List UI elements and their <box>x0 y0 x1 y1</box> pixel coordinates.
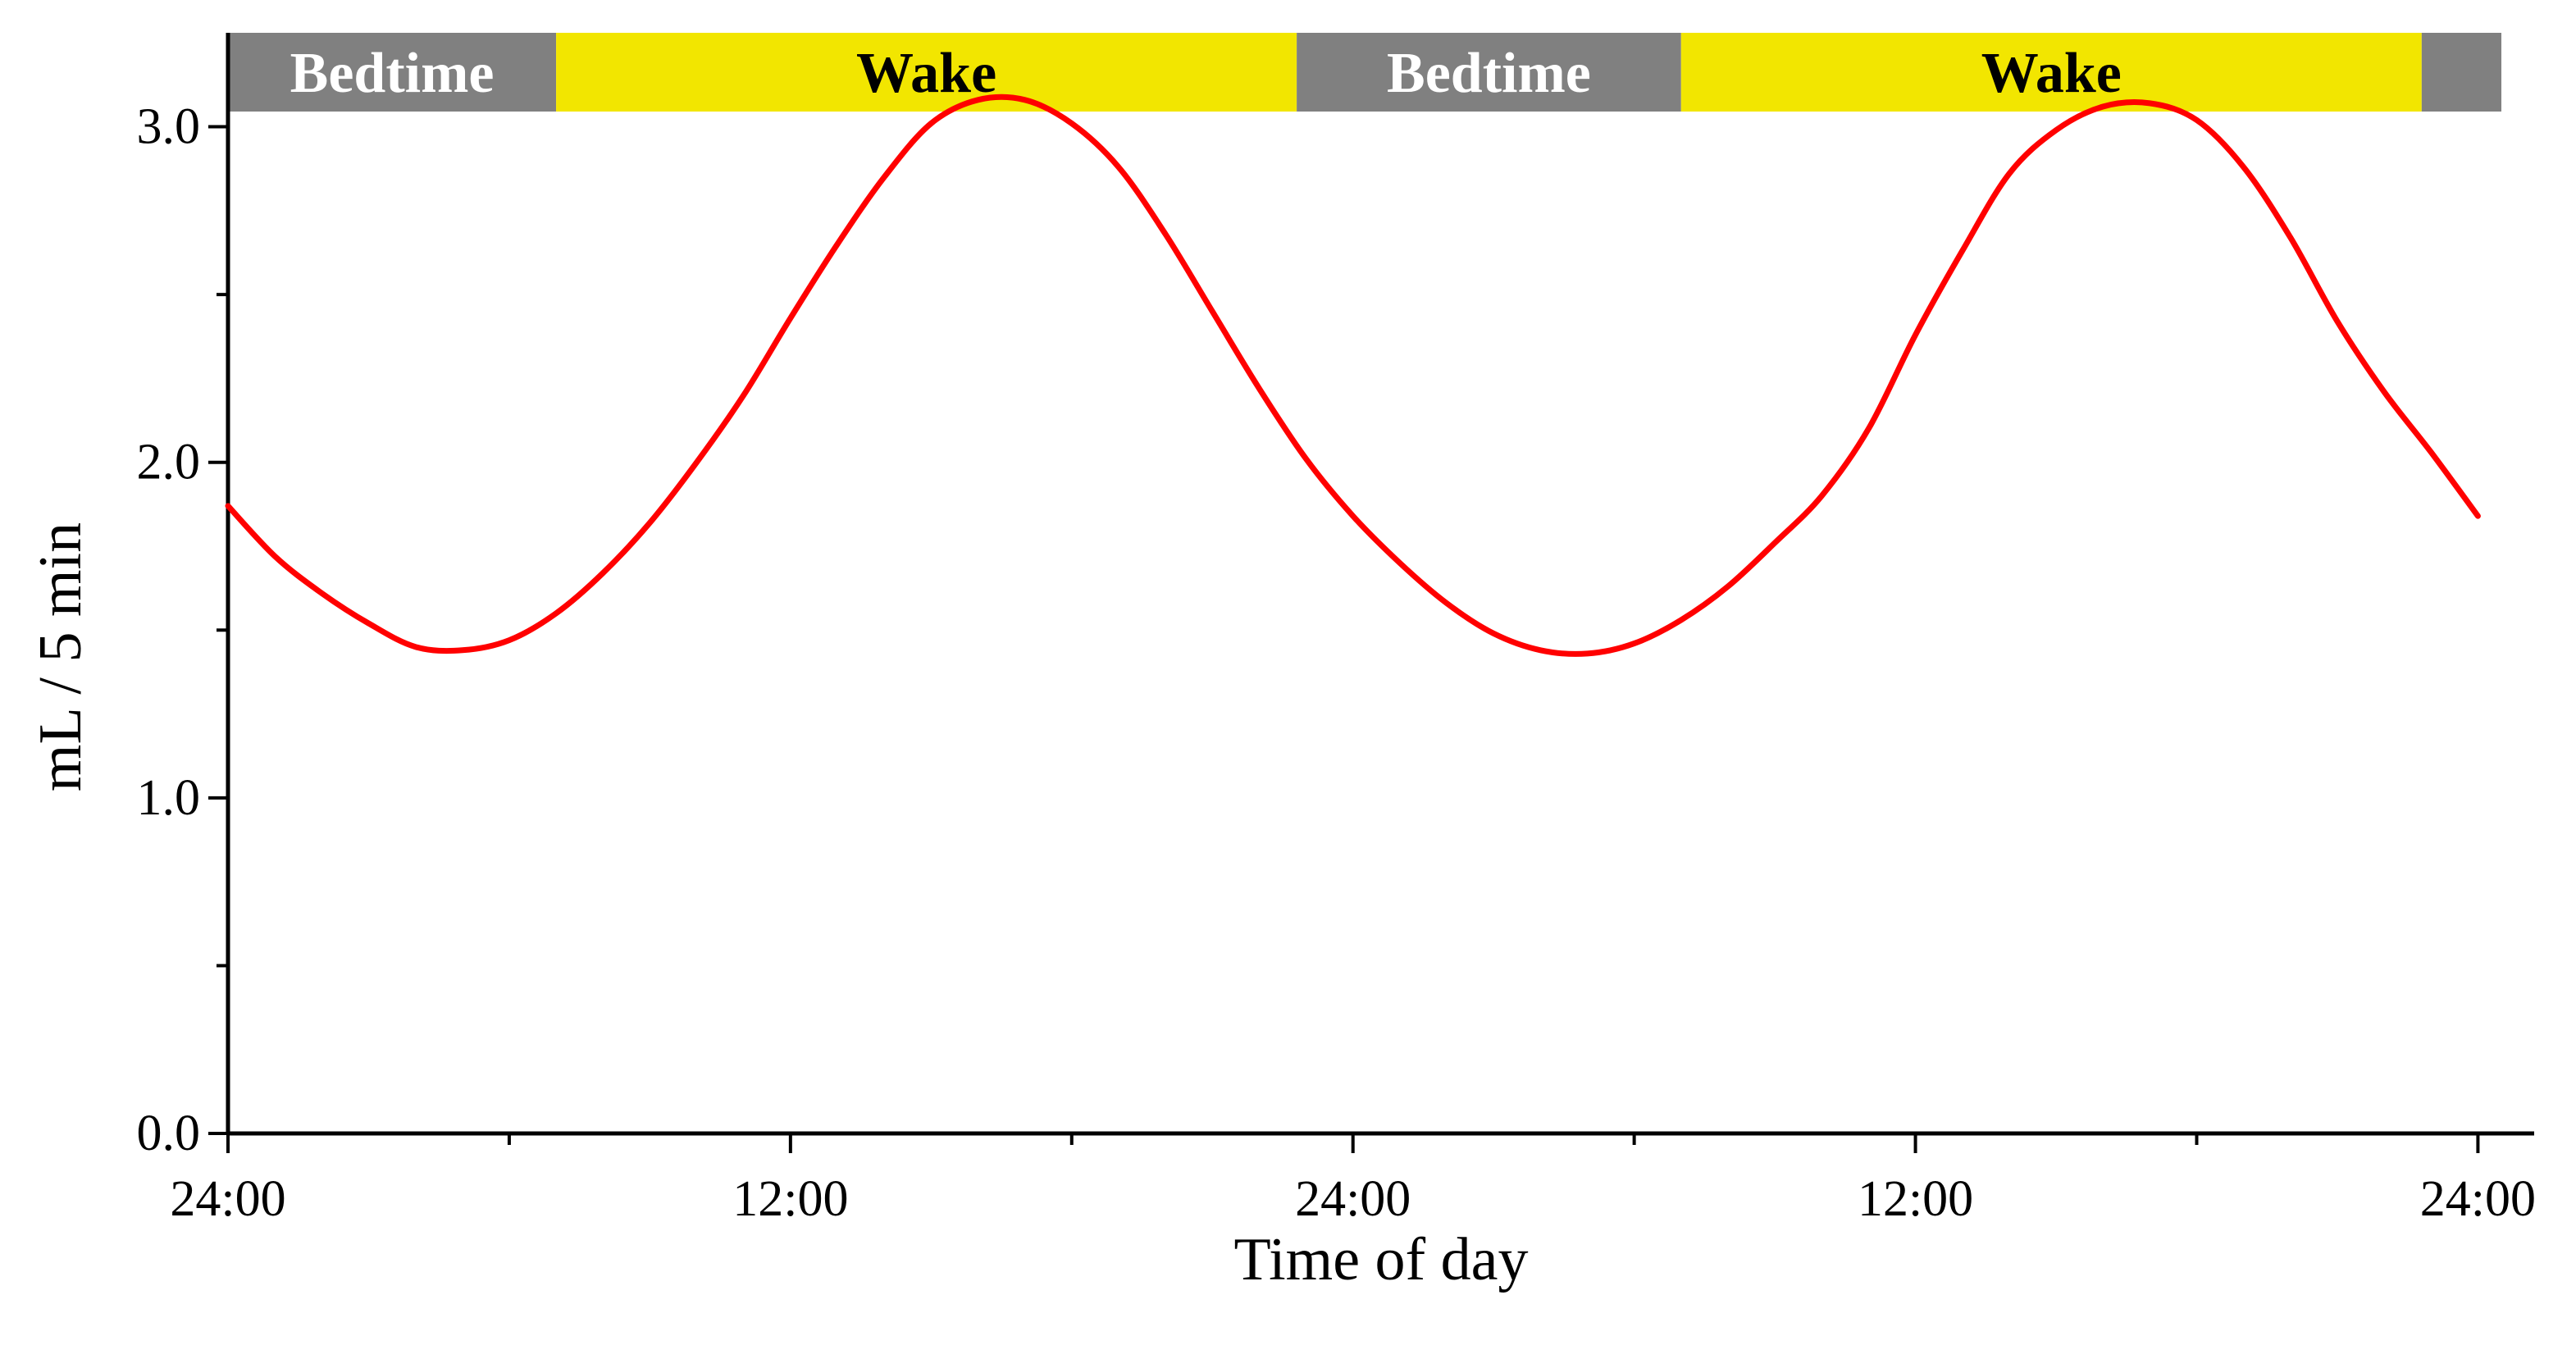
y-tick-label: 1.0 <box>137 770 201 826</box>
time-band-1 <box>556 33 1297 112</box>
time-band-3 <box>1680 33 2422 112</box>
time-band-label-3: Wake <box>1981 42 2122 105</box>
x-tick-label: 24:00 <box>2420 1171 2536 1227</box>
series-line-0 <box>225 93 2481 657</box>
x-tick-label: 24:00 <box>1295 1171 1411 1227</box>
series-layer <box>225 93 2481 657</box>
x-tick-label: 12:00 <box>1858 1171 1973 1227</box>
y-axis-title: mL / 5 min <box>27 522 94 791</box>
x-axis-title: Time of day <box>1233 1226 1528 1293</box>
axes-layer <box>226 33 2534 1136</box>
y-tick-label: 3.0 <box>137 99 201 155</box>
time-band-label-0: Bedtime <box>290 42 495 105</box>
y-tick-label: 0.0 <box>137 1106 201 1161</box>
time-band-2 <box>1297 33 1681 112</box>
x-tick-label: 24:00 <box>170 1171 285 1227</box>
time-band-label-2: Bedtime <box>1387 42 1591 105</box>
x-tick-label: 12:00 <box>732 1171 848 1227</box>
time-band-4 <box>2421 33 2501 112</box>
time-band-0 <box>228 33 557 112</box>
y-tick-label: 2.0 <box>137 435 201 490</box>
ticks-layer: 24:00 12:00 24:00 12:00 24:00 0.0 1.0 2.0 3.0 <box>137 99 2537 1227</box>
time-band-label-1: Wake <box>856 42 996 105</box>
time-band-layer: Bedtime Wake Bedtime Wake <box>228 33 2501 112</box>
